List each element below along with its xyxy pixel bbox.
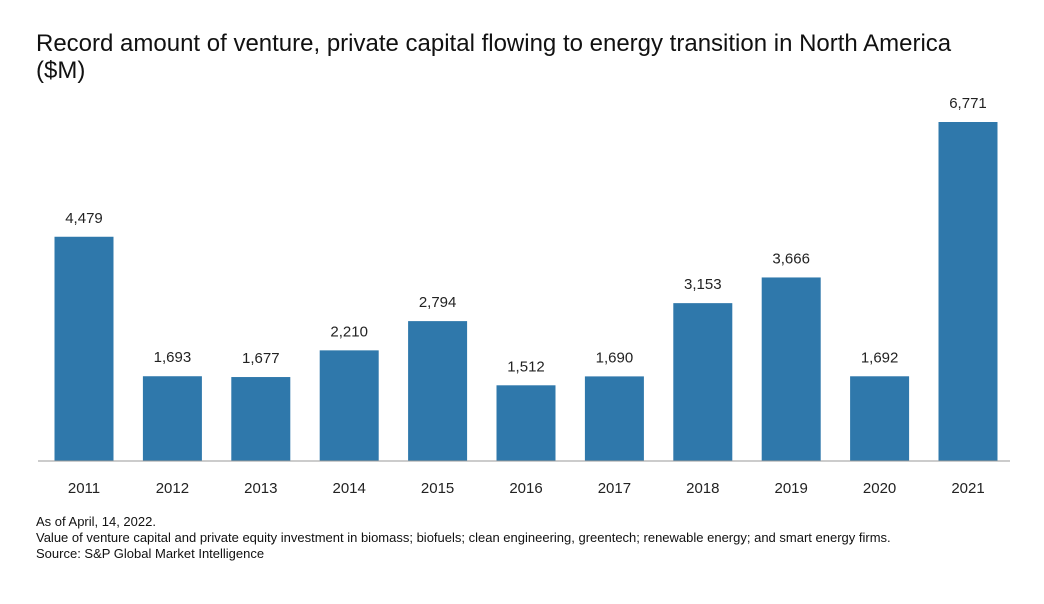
x-tick-labels-group: 2011 2012 2013 2014 2015 2016 2017 2018 2019 2020… [68,480,985,497]
bar-2018 [673,303,733,461]
as-of-note: As of April, 14, 2022. [36,514,156,529]
value-label-2020: 1,692 [861,349,899,366]
x-tick-2012: 2012 [156,480,189,497]
value-label-2021: 6,771 [949,95,987,112]
value-label-2018: 3,153 [684,276,722,293]
source-note: Source: S&P Global Market Intelligence [36,546,265,561]
x-tick-2021: 2021 [951,480,984,497]
x-tick-2013: 2013 [244,480,277,497]
chart-title: Record amount of venture, private capita… [36,30,952,84]
x-tick-2019: 2019 [775,480,808,497]
bar-2020 [850,376,910,461]
bar-2015 [408,321,468,461]
bar-2014 [319,350,379,461]
value-label-2014: 2,210 [330,323,368,340]
bar-2011 [54,236,114,461]
bar-2017 [584,376,644,461]
x-tick-2011: 2011 [68,480,100,497]
x-tick-2015: 2015 [421,480,454,497]
value-label-2011: 4,479 [65,210,103,227]
bar-chart: 4,479 1,693 1,677 2,210 2,794 1,512 1,690 3,153… [38,95,1010,497]
bar-2021 [938,122,998,461]
value-label-2015: 2,794 [419,294,457,311]
x-tick-2017: 2017 [598,480,631,497]
x-tick-2020: 2020 [863,480,896,497]
value-label-2012: 1,693 [154,349,192,366]
value-label-2019: 3,666 [772,250,810,267]
description-note: Value of venture capital and private equ… [36,530,891,545]
value-label-2017: 1,690 [596,349,634,366]
bar-2019 [761,277,821,461]
bar-2013 [231,377,291,461]
value-label-2016: 1,512 [507,358,545,375]
x-tick-2016: 2016 [509,480,542,497]
bar-2012 [142,376,202,461]
x-tick-2014: 2014 [333,480,366,497]
value-labels-group: 4,479 1,693 1,677 2,210 2,794 1,512 1,690 3,153… [65,95,987,375]
bar-2016 [496,385,556,461]
x-tick-2018: 2018 [686,480,719,497]
chart-notes: As of April, 14, 2022. Value of venture … [36,514,1026,562]
value-label-2013: 1,677 [242,350,280,367]
bars-group [54,122,998,461]
